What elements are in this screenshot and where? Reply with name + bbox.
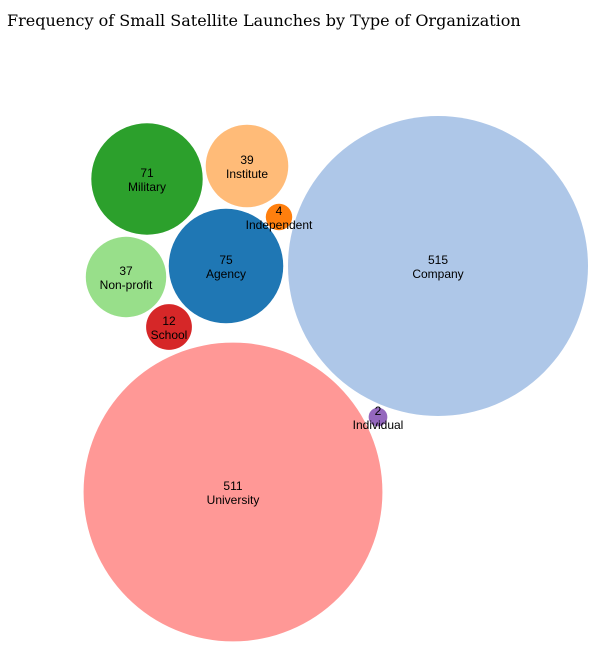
bubble-circle-school (146, 304, 192, 350)
bubble-label-institute: Institute (226, 167, 268, 181)
bubble-circle-institute (205, 124, 289, 208)
bubble-value-non-profit: 37 (119, 264, 133, 278)
bubble-value-institute: 39 (240, 153, 254, 167)
bubble-circle-non-profit (85, 236, 167, 318)
bubble-label-school: School (151, 328, 188, 342)
bubble-label-university: University (207, 493, 260, 507)
bubble-value-military: 71 (140, 166, 154, 180)
bubble-label-company: Company (412, 267, 463, 281)
bubble-circle-university (83, 342, 383, 642)
bubble-label-agency: Agency (206, 267, 246, 281)
bubble-value-independent: 4 (276, 204, 283, 218)
bubble-value-individual: 2 (375, 404, 382, 418)
chart-title: Frequency of Small Satellite Launches by… (7, 11, 521, 30)
bubble-circle-individual (368, 407, 388, 427)
bubble-value-university: 511 (223, 479, 242, 493)
bubble-value-school: 12 (162, 314, 176, 328)
bubble-label-non-profit: Non-profit (100, 278, 153, 292)
bubble-circle-agency (168, 208, 284, 324)
bubble-circle-company (288, 116, 588, 416)
bubble-label-military: Military (128, 180, 166, 194)
bubble-circle-independent (265, 203, 293, 231)
bubble-value-agency: 75 (219, 253, 233, 267)
bubble-circle-military (91, 123, 203, 235)
bubble-label-individual: Individual (353, 418, 404, 432)
bubble-label-independent: Independent (246, 218, 313, 232)
bubble-value-company: 515 (428, 253, 448, 267)
